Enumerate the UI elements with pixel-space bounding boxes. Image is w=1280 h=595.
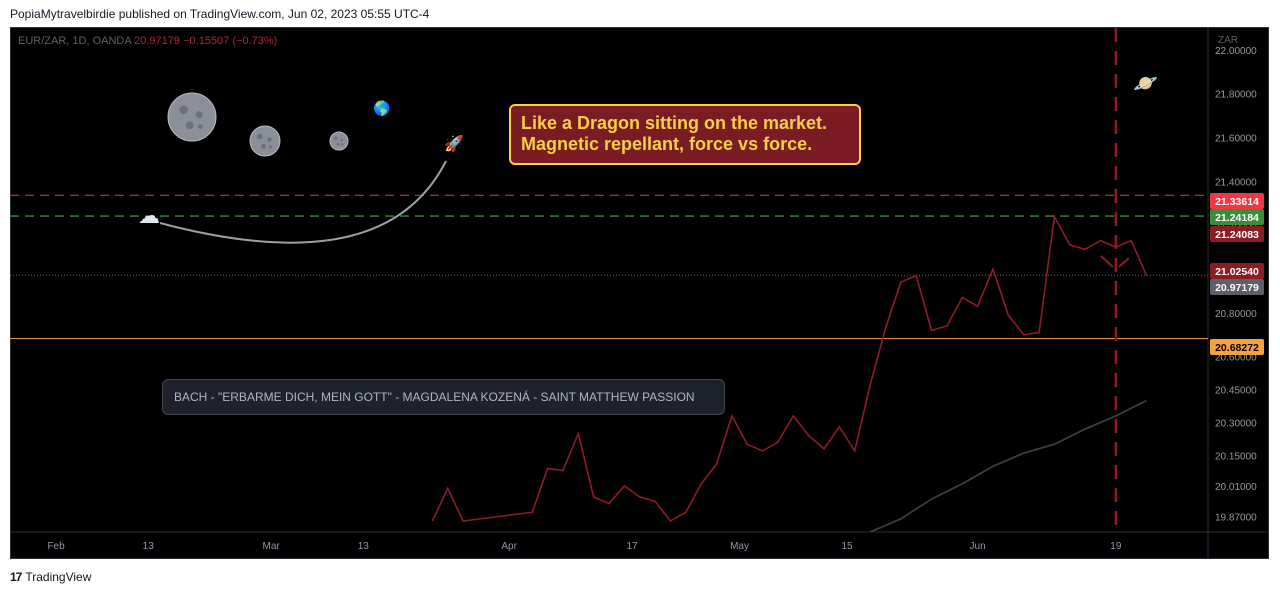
price-label-tag	[1210, 209, 1264, 225]
price-label-tag	[1210, 193, 1264, 209]
y-tick-label: 21.40000	[1215, 177, 1257, 188]
price-label-tag	[1210, 226, 1264, 242]
callout-annotation[interactable]: Like a Dragon sitting on the market. Mag…	[509, 104, 861, 165]
y-tick-label: 20.80000	[1215, 309, 1257, 320]
y-tick-label: 22.00000	[1215, 46, 1257, 57]
y-tick-label: 20.45000	[1215, 386, 1257, 397]
y-tick-label: 21.60000	[1215, 134, 1257, 145]
x-tick-label: 13	[143, 541, 155, 552]
callout-line-2: Magnetic repellant, force vs force.	[521, 134, 813, 154]
price-label-text: 21.02540	[1215, 266, 1259, 278]
x-tick-label: Apr	[501, 541, 517, 552]
footer-brand-name: TradingView	[25, 570, 92, 584]
y-tick-label: 20.30000	[1215, 418, 1257, 429]
moving-average-line	[869, 399, 1148, 532]
moon-icon[interactable]	[329, 131, 349, 151]
x-tick-label: 13	[358, 541, 370, 552]
price-label-tag	[1210, 339, 1264, 355]
song-annotation[interactable]: BACH - "ERBARME DICH, MEIN GOTT" - MAGDA…	[162, 379, 725, 415]
x-tick-label: Feb	[47, 541, 65, 552]
rocket-trajectory	[159, 160, 447, 244]
x-tick-label: Jun	[970, 541, 986, 552]
x-tick-label: 19	[1110, 541, 1122, 552]
price-label-text: 21.24083	[1215, 229, 1259, 241]
legend-symbol: EUR/ZAR, 1D, OANDA	[18, 35, 132, 47]
x-tick-label: 15	[842, 541, 854, 552]
chart-frame[interactable]	[10, 27, 1269, 559]
price-label-text: 21.33614	[1215, 196, 1259, 208]
legend-price: 20.97179	[134, 35, 181, 47]
x-tick-label: May	[730, 541, 749, 552]
rocket-icon[interactable]: 🚀	[444, 136, 464, 153]
globe-icon[interactable]: 🌎	[373, 100, 391, 116]
symbol-legend: EUR/ZAR, 1D, OANDA 20.97179 −0.15507 (−0…	[18, 35, 277, 47]
marker-chevron	[1100, 255, 1130, 268]
callout-line-1: Like a Dragon sitting on the market.	[521, 113, 828, 133]
price-label-text: 21.24184	[1215, 212, 1259, 224]
y-tick-label: 20.15000	[1215, 451, 1257, 462]
price-label-text: 20.97179	[1215, 282, 1259, 294]
price-label-text: 20.68272	[1215, 342, 1259, 354]
axis-currency: ZAR	[1218, 35, 1238, 46]
tradingview-logo-icon: 17	[10, 570, 22, 584]
price-label-tag	[1210, 263, 1264, 279]
y-tick-label: 20.60000	[1215, 353, 1257, 364]
planet-icon[interactable]: 🪐	[1133, 73, 1158, 95]
cloud-icon[interactable]: ☁	[138, 203, 160, 228]
moon-icon[interactable]	[249, 125, 281, 157]
footer-brand[interactable]: 17 TradingView	[10, 570, 91, 584]
price-line	[431, 213, 1148, 523]
y-tick-label: 21.80000	[1215, 90, 1257, 101]
publish-info: PopiaMytravelbirdie published on Trading…	[10, 7, 430, 21]
y-tick-label: 19.87000	[1215, 513, 1257, 524]
x-tick-label: Mar	[262, 541, 280, 552]
legend-change: −0.15507 (−0.73%)	[183, 35, 278, 47]
y-tick-label: 20.01000	[1215, 482, 1257, 493]
moon-icon[interactable]	[167, 92, 217, 142]
x-tick-label: 17	[626, 541, 638, 552]
price-label-tag	[1210, 279, 1264, 295]
